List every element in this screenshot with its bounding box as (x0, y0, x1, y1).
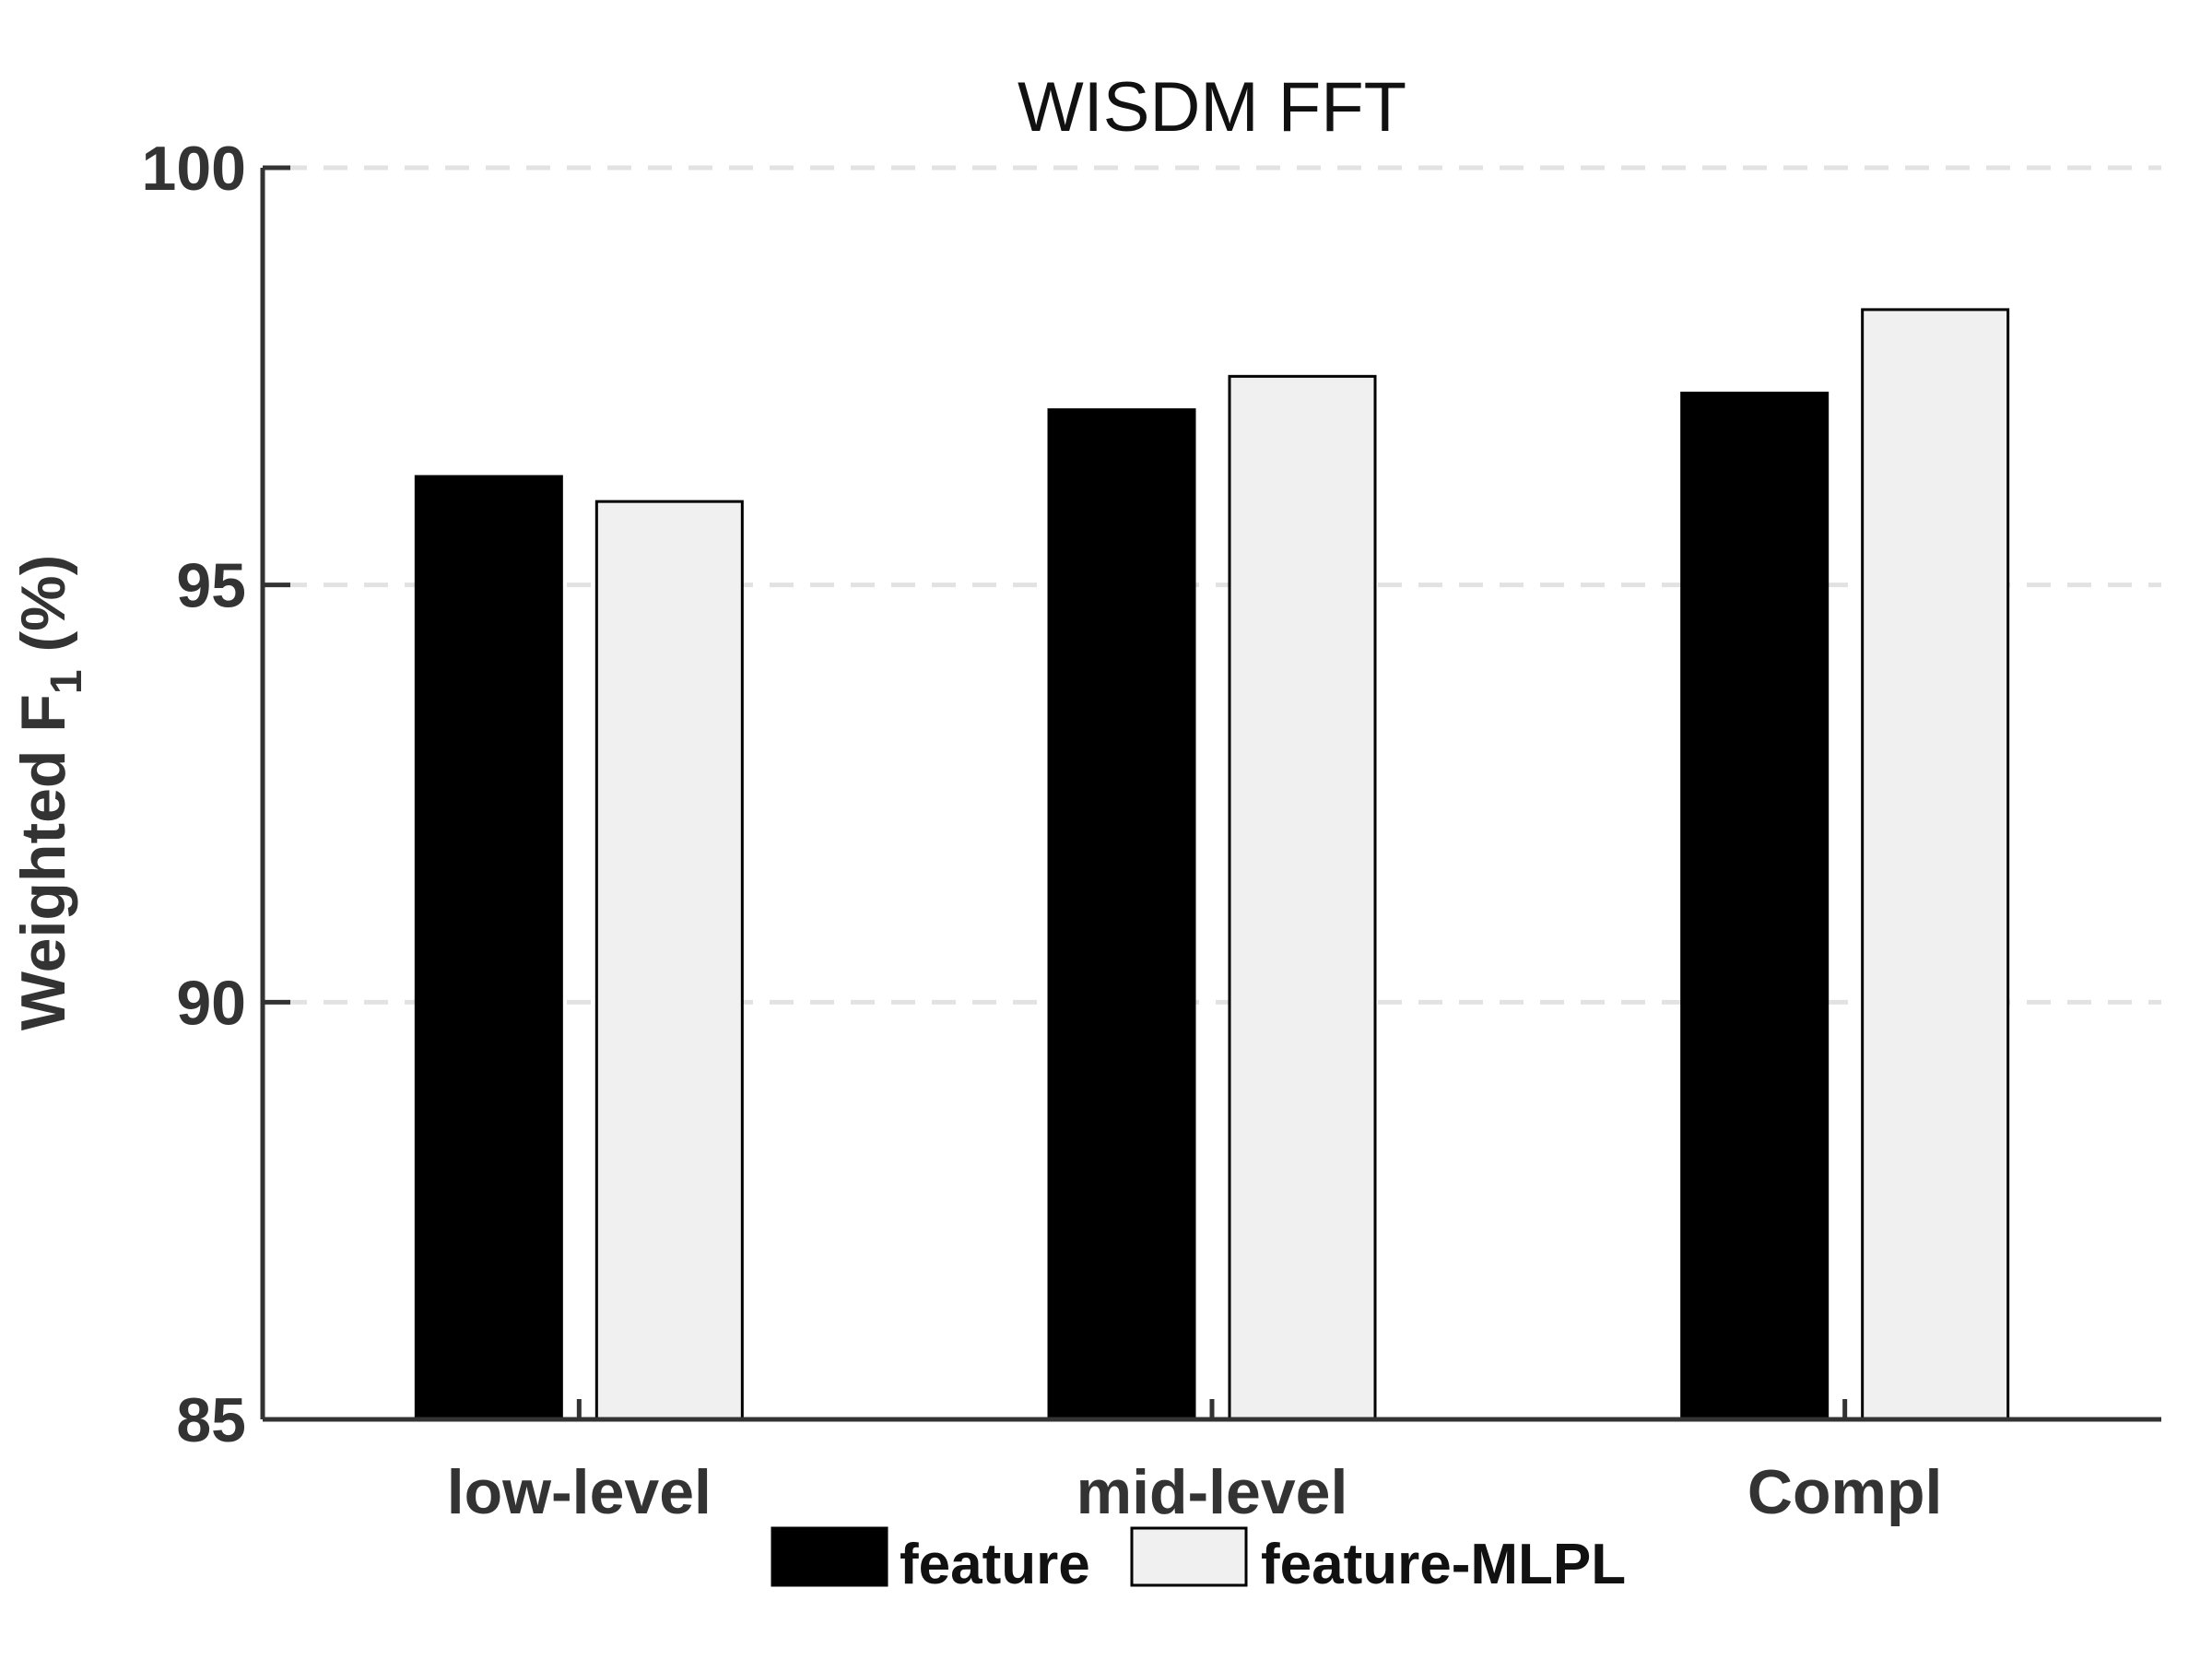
legend-label-feature: feature (900, 1533, 1090, 1596)
legend: feature feature-MLPL (771, 1526, 1626, 1596)
bar-layer (414, 308, 2010, 1421)
legend-swatch-feature (771, 1526, 888, 1587)
bar-low-level-feature (414, 475, 563, 1421)
y-tick-label-95: 95 (176, 551, 246, 621)
x-tick-label-low-level: low-level (447, 1457, 712, 1527)
bar-mid-level-feature (1047, 408, 1196, 1421)
bar-Compl-feature-MLPL (1861, 308, 2010, 1421)
chart-title: WISDM FFT (1018, 68, 1406, 147)
y-tick-label-85: 85 (176, 1385, 246, 1455)
y-tick-label-100: 100 (142, 134, 246, 204)
tick-layer: 85 90 95 100 low-level mid-level Compl (142, 134, 1943, 1527)
bar-low-level-feature-MLPL (594, 500, 744, 1421)
x-tick-label-Compl: Compl (1747, 1457, 1943, 1527)
grid-layer (283, 165, 2161, 1005)
y-axis-label: Weighted F1 (%) (8, 555, 91, 1031)
x-tick-label-mid-level: mid-level (1077, 1457, 1348, 1527)
y-axis-label-tail: (%) (8, 555, 78, 670)
bar-mid-level-feature-MLPL (1228, 374, 1377, 1421)
bar-Compl-feature (1680, 391, 1830, 1421)
legend-label-feature-MLPL: feature-MLPL (1261, 1533, 1626, 1596)
y-axis-label-subscript: 1 (42, 669, 91, 694)
y-tick-label-90: 90 (176, 968, 246, 1038)
y-axis-label-main: Weighted F (8, 694, 78, 1030)
legend-swatch-feature-MLPL (1130, 1526, 1248, 1587)
